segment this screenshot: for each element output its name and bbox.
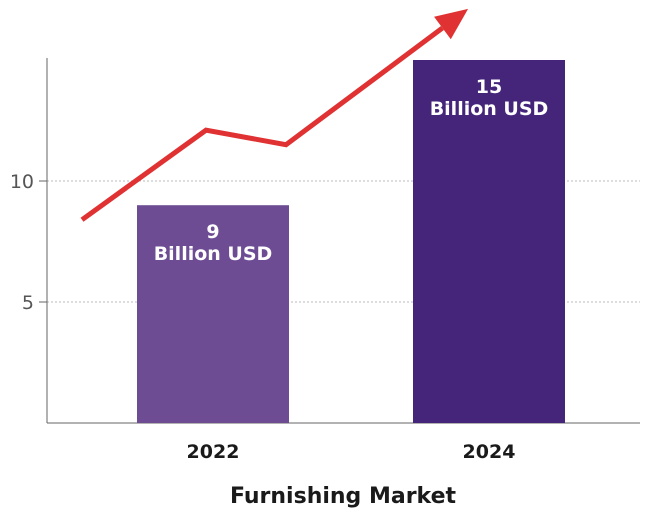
bar-2022 <box>137 205 289 423</box>
x-tick-labels: 2022 2024 <box>187 441 516 463</box>
y-tick-label-5: 5 <box>22 292 34 314</box>
y-tick-label-10: 10 <box>10 171 34 193</box>
bar-label-line: 15 <box>476 76 502 98</box>
chart-x-label: Furnishing Market <box>230 484 457 509</box>
gridlines <box>47 180 640 303</box>
bar-label-2022: 9 Billion USD <box>154 221 273 265</box>
y-tick-labels: 5 10 <box>10 171 47 314</box>
bar-label-line: Billion USD <box>430 98 549 120</box>
x-tick-label-2024: 2024 <box>463 441 516 463</box>
trend-arrow <box>80 8 469 222</box>
bar-label-line: 9 <box>206 221 219 243</box>
bar-2024 <box>413 60 565 423</box>
trend-line <box>80 26 444 222</box>
bar-label-2024: 15 Billion USD <box>430 76 549 120</box>
bar-label-line: Billion USD <box>154 243 273 265</box>
x-tick-label-2022: 2022 <box>187 441 240 463</box>
trend-arrowhead <box>434 8 469 40</box>
bars <box>137 60 565 423</box>
